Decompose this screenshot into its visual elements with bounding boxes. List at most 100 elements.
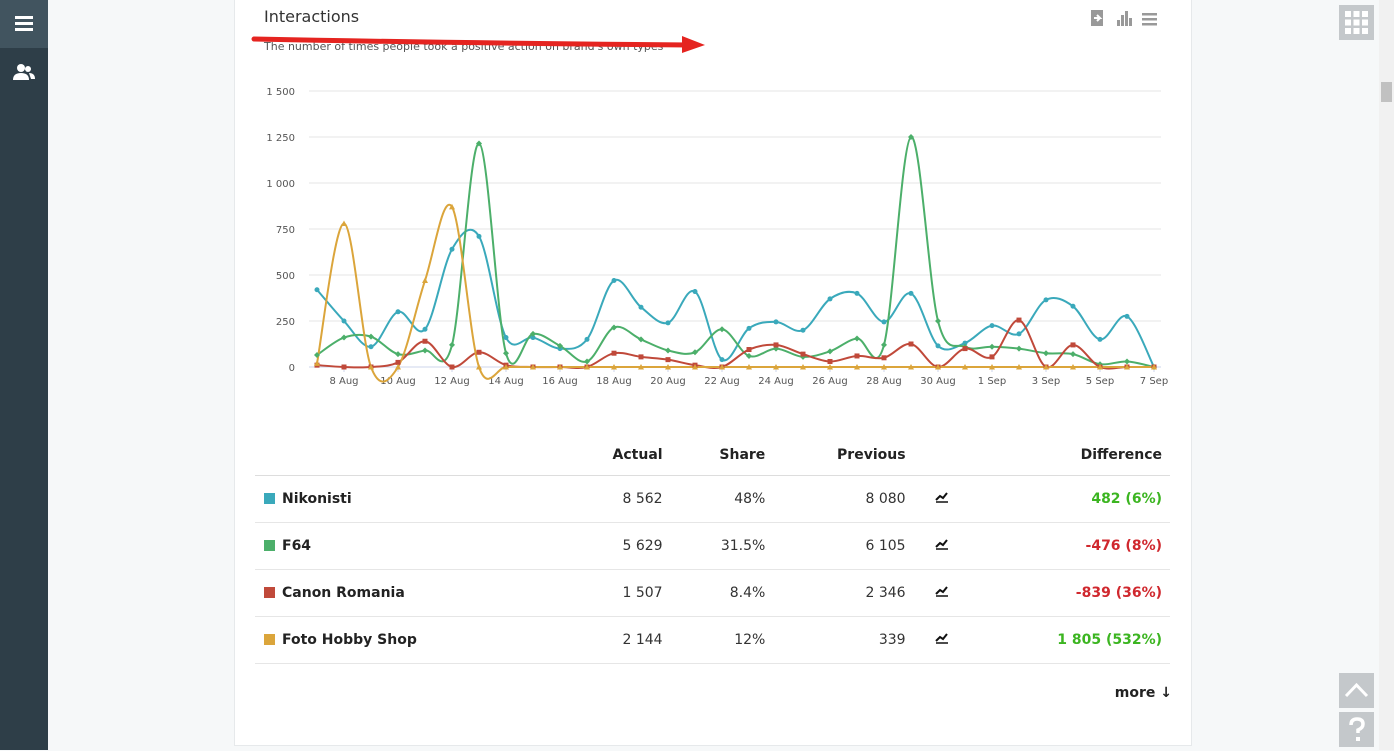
x-tick-label: 28 Aug <box>866 376 901 387</box>
point <box>557 342 563 349</box>
point <box>908 290 914 296</box>
trend-icon[interactable] <box>934 632 949 644</box>
point <box>395 351 401 358</box>
trend-icon[interactable] <box>934 491 949 503</box>
point <box>530 364 536 370</box>
scroll-top-button[interactable] <box>1339 673 1374 708</box>
point <box>530 335 536 341</box>
point <box>854 364 860 370</box>
point <box>476 140 482 147</box>
point <box>719 326 725 333</box>
point <box>989 343 995 350</box>
point <box>746 325 752 331</box>
point <box>1124 364 1130 370</box>
menu-button[interactable] <box>0 0 48 48</box>
point <box>827 358 833 364</box>
chart-tools[interactable] <box>1087 9 1159 29</box>
point <box>1016 317 1022 323</box>
x-tick-label: 16 Aug <box>542 376 577 387</box>
point <box>989 354 995 360</box>
share-cell: 8.4% <box>670 569 774 617</box>
table-row: Canon Romania 1 507 8.4% 2 346 -839 (36%) <box>255 569 1170 617</box>
point <box>1016 364 1022 370</box>
point <box>827 296 833 302</box>
legend-swatch <box>264 634 275 645</box>
series-line <box>316 203 1154 383</box>
point <box>1043 364 1049 370</box>
point <box>1070 342 1076 348</box>
actual-cell: 8 562 <box>561 475 671 523</box>
point <box>611 364 617 370</box>
col-header: Actual <box>561 435 671 476</box>
point <box>827 348 833 355</box>
actual-cell: 2 144 <box>561 616 671 664</box>
point <box>989 323 995 329</box>
point <box>665 357 671 363</box>
point <box>341 318 347 324</box>
point <box>773 342 779 348</box>
row-name-cell: Nikonisti <box>255 475 561 523</box>
series-line <box>316 228 1155 368</box>
apps-icon <box>1345 11 1368 34</box>
point <box>422 338 428 344</box>
point <box>1070 364 1076 370</box>
scroll-thumb[interactable] <box>1381 82 1392 102</box>
row-name-cell: Foto Hobby Shop <box>255 616 561 664</box>
point <box>665 364 671 370</box>
point <box>773 364 779 370</box>
point <box>557 364 563 370</box>
row-name-cell: Canon Romania <box>255 569 561 617</box>
point <box>1151 364 1157 370</box>
point <box>881 319 887 325</box>
point <box>611 278 617 284</box>
col-header: Share <box>670 435 774 476</box>
point <box>395 359 401 365</box>
point <box>908 364 914 370</box>
y-tick-label: 1 500 <box>266 87 295 98</box>
point <box>584 364 590 370</box>
point <box>476 364 482 370</box>
table-row: Foto Hobby Shop 2 144 12% 339 1 805 (532%) <box>255 616 1170 664</box>
summary-table: Actual Share Previous Difference Nikonis… <box>255 435 1170 664</box>
share-cell: 12% <box>670 616 774 664</box>
legend-label: Nikonisti <box>282 491 352 507</box>
point <box>341 364 347 370</box>
point <box>422 277 428 284</box>
users-button[interactable] <box>0 48 48 96</box>
series-line <box>316 135 1155 368</box>
point <box>1070 351 1076 358</box>
point <box>854 335 860 342</box>
point <box>503 364 509 370</box>
point <box>1043 350 1049 357</box>
point <box>368 333 374 340</box>
x-tick-label: 14 Aug <box>488 376 523 387</box>
point <box>1016 331 1022 337</box>
legend-swatch <box>264 587 275 598</box>
point <box>881 364 887 370</box>
point <box>719 364 725 370</box>
point <box>773 319 779 325</box>
table-header: Actual Share Previous Difference <box>255 435 1170 476</box>
x-tick-label: 20 Aug <box>650 376 685 387</box>
point <box>638 304 644 310</box>
up-icon <box>1344 682 1369 698</box>
point <box>1070 303 1076 309</box>
point <box>422 326 428 332</box>
trend-icon[interactable] <box>934 585 949 597</box>
point <box>611 324 617 331</box>
trend-icon[interactable] <box>934 538 949 550</box>
point <box>800 364 806 370</box>
point <box>1097 336 1103 342</box>
help-button[interactable] <box>1339 712 1374 747</box>
point <box>800 327 806 333</box>
more-link[interactable]: more ↓ <box>1114 685 1172 701</box>
sidebar <box>0 0 48 750</box>
chart: 0 250 500 750 1 000 1 250 1 500 8 Aug 10 Aug 12 A… <box>266 87 1168 387</box>
point <box>746 352 752 359</box>
y-tick-label: 1 250 <box>266 133 295 144</box>
legend-label: Foto Hobby Shop <box>282 632 417 648</box>
trend-cell <box>913 569 970 617</box>
point <box>692 289 698 295</box>
legend-swatch <box>264 493 275 504</box>
apps-button[interactable] <box>1339 5 1374 40</box>
